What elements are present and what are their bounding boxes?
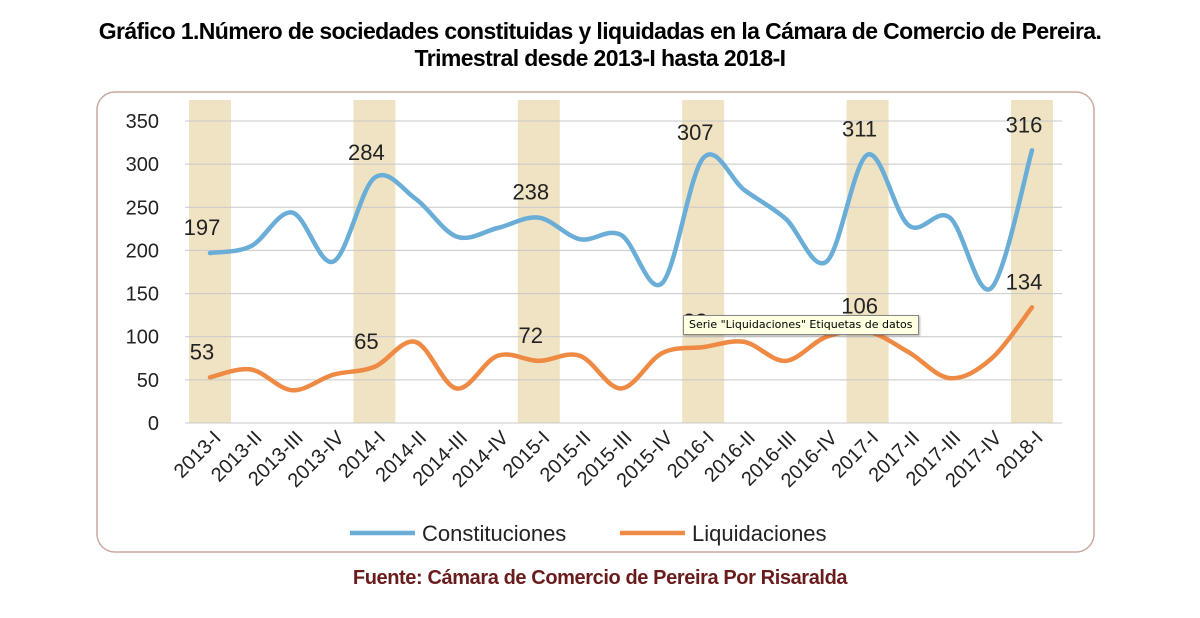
series-lines (207, 148, 1035, 393)
data-label: 53 (190, 339, 214, 364)
data-label: 197 (184, 215, 221, 240)
y-tick-label: 150 (126, 284, 159, 306)
series-line-constituciones (207, 148, 1035, 292)
series-line-liquidaciones (207, 305, 1035, 393)
y-tick-label: 250 (126, 197, 159, 219)
y-tick-label: 300 (126, 154, 159, 176)
y-tick-label: 200 (126, 240, 159, 262)
data-label: 106 (841, 294, 878, 319)
data-label: 72 (519, 323, 543, 348)
highlight-band (517, 100, 560, 423)
data-label: 134 (1006, 269, 1043, 294)
y-tick-label: 0 (148, 413, 159, 435)
data-label: 238 (512, 180, 549, 205)
legend-label: Liquidaciones (692, 521, 827, 546)
gridlines (185, 120, 1062, 424)
highlight-band (846, 100, 889, 423)
data-label: 284 (348, 140, 385, 165)
chart-title-line2: Trimestral desde 2013-I hasta 2018-I (414, 45, 787, 71)
legend: Constituciones Liquidaciones (350, 521, 827, 546)
data-label: 65 (354, 329, 378, 354)
data-label: 316 (1006, 112, 1043, 137)
data-label-tooltip: Serie "Liquidaciones" Etiquetas de datos (683, 315, 919, 335)
y-tick-label: 350 (126, 111, 159, 133)
data-label: 311 (842, 117, 877, 142)
y-tick-label: 100 (126, 327, 159, 349)
chart-title-line1: Gráfico 1.Número de sociedades constitui… (98, 18, 1102, 44)
legend-label: Constituciones (422, 521, 566, 546)
source-note: Fuente: Cámara de Comercio de Pereira Po… (352, 567, 848, 589)
y-tick-label: 50 (137, 370, 159, 392)
highlight-band (189, 100, 231, 423)
y-axis-ticks: 0 50 100 150 200 250 300 350 (126, 111, 159, 435)
data-label: 307 (677, 120, 714, 145)
highlight-band (682, 100, 725, 423)
